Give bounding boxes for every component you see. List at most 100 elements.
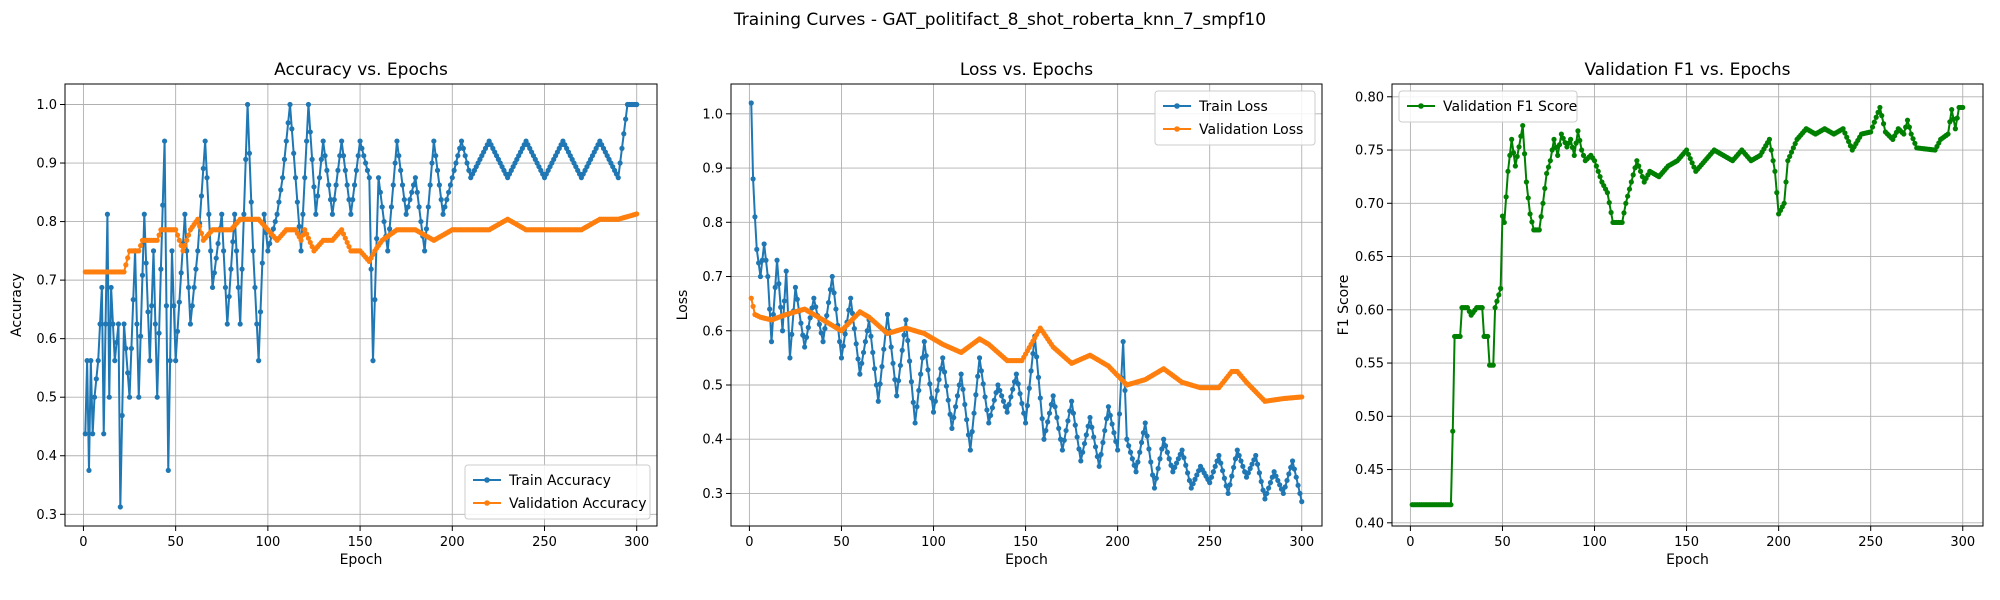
legend-label: Train Accuracy: [508, 473, 611, 489]
data-point: [1216, 452, 1222, 459]
y-tick-label: 0.55: [1355, 357, 1384, 372]
data-point: [1021, 410, 1027, 416]
data-point: [912, 420, 918, 426]
data-point: [1034, 354, 1040, 360]
data-point: [285, 120, 291, 126]
data-point: [1527, 211, 1533, 217]
data-point: [346, 244, 352, 250]
data-point: [918, 371, 924, 377]
data-point: [1004, 409, 1010, 415]
data-point: [1507, 152, 1513, 158]
data-point: [291, 150, 297, 156]
data-point: [776, 281, 782, 287]
data-point: [1877, 104, 1883, 111]
y-axis-label: Accuracy: [9, 273, 25, 337]
data-point: [280, 175, 286, 181]
data-point: [1450, 428, 1456, 434]
data-point: [781, 298, 787, 304]
data-point: [134, 321, 140, 327]
data-point: [256, 358, 262, 364]
data-point: [816, 321, 822, 327]
data-point: [394, 138, 400, 144]
data-point: [774, 257, 780, 263]
x-tick-label: 100: [921, 535, 946, 550]
data-point: [949, 425, 955, 431]
data-point: [1028, 368, 1034, 374]
data-point: [1157, 456, 1163, 462]
data-point: [877, 381, 883, 387]
data-point: [910, 399, 916, 405]
data-point: [779, 328, 786, 334]
data-point: [1249, 461, 1255, 467]
data-point: [1142, 420, 1148, 426]
data-point: [438, 197, 444, 203]
data-point: [174, 328, 181, 334]
train-loss-line: [750, 102, 1303, 502]
data-point: [121, 269, 127, 275]
data-point: [1295, 482, 1301, 488]
data-point: [1571, 152, 1577, 158]
data-point: [908, 379, 915, 385]
data-point: [617, 160, 623, 166]
data-point: [340, 231, 347, 237]
data-point: [298, 237, 304, 243]
data-point: [1037, 395, 1043, 401]
data-point: [298, 248, 304, 254]
data-point: [765, 273, 771, 280]
data-point: [158, 266, 164, 272]
data-point: [204, 175, 210, 181]
accuracy-panel: 0 50 100 150 200 250 300 0.3 0.4 0.5 0.6 0.7 0.8 0.9 1…: [9, 60, 658, 568]
data-point: [149, 303, 155, 309]
y-tick-label: 0.45: [1355, 463, 1384, 478]
data-point: [1120, 339, 1126, 345]
data-point: [309, 156, 315, 162]
validation-accuracy-line: [85, 213, 637, 273]
data-point: [1569, 144, 1576, 150]
data-point: [767, 306, 773, 312]
data-point: [311, 184, 317, 190]
y-tick-label: 1.0: [702, 107, 723, 122]
data-point: [405, 204, 411, 210]
data-point: [370, 358, 376, 364]
data-point: [798, 320, 804, 326]
data-point: [165, 467, 171, 473]
data-point: [189, 303, 195, 309]
data-point: [1904, 117, 1911, 123]
data-point: [953, 404, 959, 410]
data-point: [396, 153, 402, 159]
data-point: [1457, 333, 1463, 340]
data-point: [243, 156, 249, 162]
data-point: [401, 197, 407, 203]
data-point: [331, 197, 337, 203]
data-point: [619, 145, 625, 151]
data-point: [1553, 144, 1559, 150]
axes-frame: [730, 83, 1323, 527]
data-point: [125, 255, 131, 261]
data-point: [825, 299, 832, 306]
data-point: [1245, 470, 1251, 476]
data-point: [934, 387, 940, 394]
data-point: [831, 290, 837, 296]
data-point: [123, 262, 129, 268]
data-point: [761, 241, 767, 247]
data-point: [121, 321, 127, 327]
data-point: [1083, 432, 1089, 438]
data-point: [143, 260, 149, 266]
data-point: [1549, 147, 1555, 153]
data-point: [1880, 121, 1887, 127]
data-point: [313, 211, 319, 217]
data-point: [163, 303, 170, 309]
data-point: [1623, 200, 1629, 206]
data-point: [752, 214, 758, 220]
data-point: [1906, 124, 1912, 130]
data-point: [1153, 475, 1159, 481]
data-point: [881, 346, 887, 352]
data-point: [1523, 179, 1529, 185]
data-point: [326, 182, 332, 188]
data-point: [167, 358, 173, 364]
data-point: [287, 101, 293, 108]
data-point: [923, 353, 929, 359]
data-point: [139, 272, 146, 278]
data-point: [1166, 456, 1172, 462]
data-point: [147, 358, 153, 364]
